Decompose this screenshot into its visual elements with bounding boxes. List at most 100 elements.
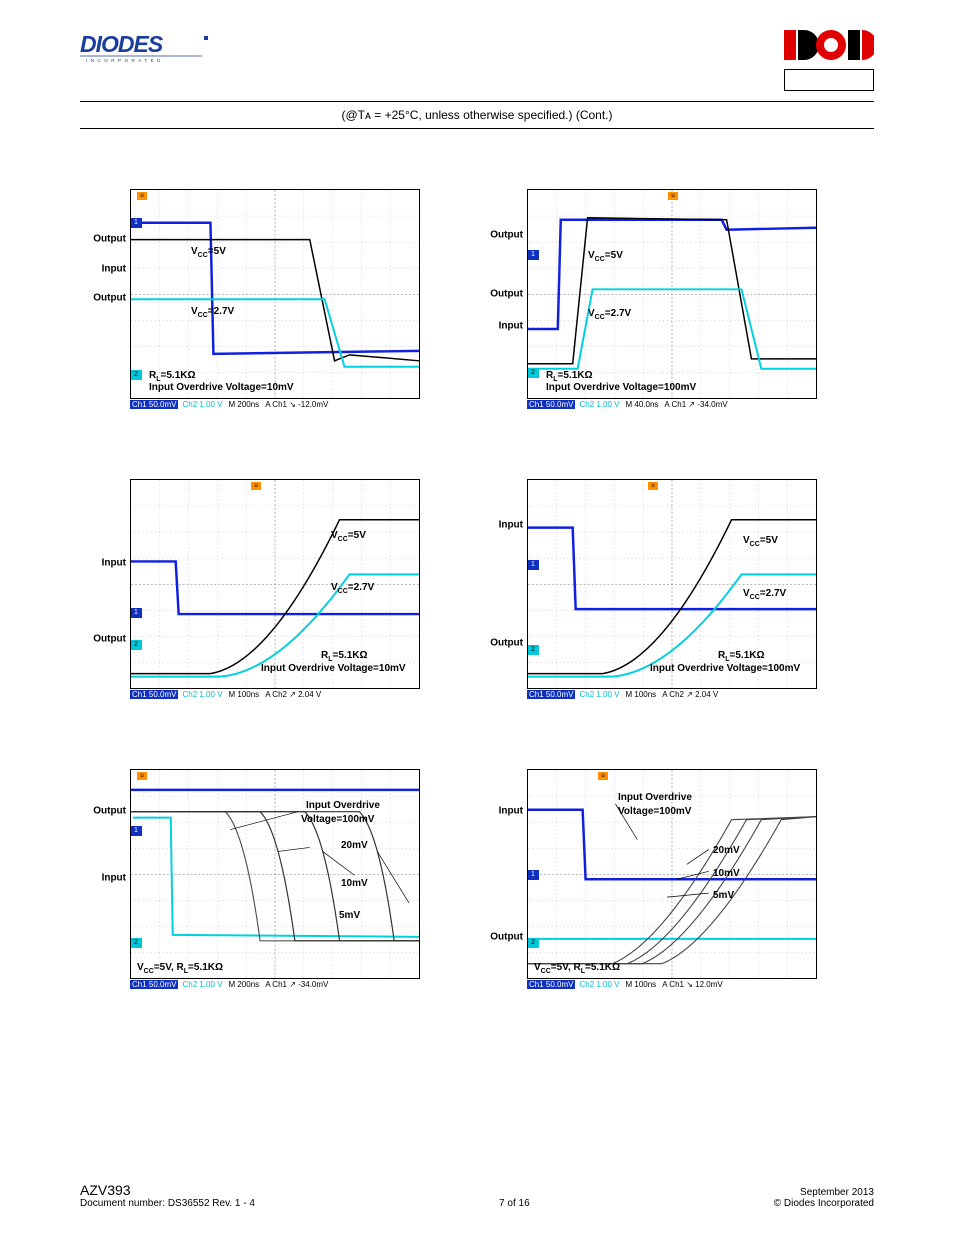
page-number: 7 of 16 [499, 1198, 530, 1209]
y-axis-labels: OutputInputOutput [86, 189, 126, 399]
footer-copyright: © Diodes Incorporated [774, 1198, 874, 1209]
doc-number: Document number: DS36552 Rev. 1 - 4 [80, 1198, 255, 1209]
plot-annotation: 5mV [713, 890, 734, 901]
axis-label: Output [93, 633, 126, 644]
trigger-marker: u [668, 192, 678, 200]
trigger-readout: A Ch1 ↘ 12.0mV [660, 980, 725, 989]
oscilloscope-plot: OutputInputu12Input OverdriveVoltage=100… [130, 769, 420, 989]
scope-status-bar: Ch1 50.0mV Ch2 1.00 V M 100ns A Ch1 ↘ 12… [527, 980, 817, 989]
plot-annotation: VCC=2.7V [331, 582, 374, 595]
channel-marker: 1 [130, 218, 142, 228]
plot-annotation: Input Overdrive [306, 800, 380, 811]
trigger-readout: A Ch1 ↗ -34.0mV [263, 980, 330, 989]
channel-marker: 1 [527, 250, 539, 260]
ch2-readout: Ch2 1.00 V [577, 400, 621, 409]
scope-status-bar: Ch1 50.0mV Ch2 1.00 V M 200ns A Ch1 ↘ -1… [130, 400, 420, 409]
channel-marker: 2 [527, 938, 539, 948]
y-axis-labels: Output Output Input [483, 189, 523, 399]
scope-screen: u 1 2 VCC=5V VCC=2.7V RL=5.1KΩInput Overdrive… [130, 479, 420, 689]
diodes-logo: DIODES INCORPORATED [80, 30, 220, 72]
channel-marker: 2 [527, 368, 539, 378]
ch1-readout: Ch1 50.0mV [527, 690, 575, 699]
axis-label: Output [490, 932, 523, 943]
plot-annotation: VCC=5V [588, 250, 623, 263]
axis-label: Output [490, 230, 523, 241]
y-axis-labels: InputOutput [86, 479, 126, 689]
trigger-readout: A Ch1 ↘ -12.0mV [263, 400, 330, 409]
ch2-readout: Ch2 1.00 V [577, 690, 621, 699]
trigger-marker: u [598, 772, 608, 780]
plot-annotation: VCC=2.7V [588, 308, 631, 321]
ch1-readout: Ch1 50.0mV [527, 400, 575, 409]
axis-label: Output [490, 637, 523, 648]
plot-annotation: VCC=5V, RL=5.1KΩ [137, 962, 223, 975]
plot-annotation: VCC=2.7V [743, 588, 786, 601]
y-axis-labels: Input Output [483, 479, 523, 689]
plot-annotation: RL=5.1KΩ [321, 650, 368, 663]
bcd-logo [784, 30, 874, 91]
axis-label: Input [499, 320, 523, 331]
scope-screen: u12Input OverdriveVoltage=100mV20mV10mV5… [527, 769, 817, 979]
plot-annotation: 10mV [341, 878, 368, 889]
timebase-readout: M 200ns [227, 980, 262, 989]
timebase-readout: M 100ns [624, 690, 659, 699]
channel-marker: 1 [130, 826, 142, 836]
oscilloscope-plot: OutputOutputInputu12VCC=5VVCC=2.7VRL=5.1… [527, 189, 817, 409]
axis-label: Output [93, 806, 126, 817]
plot-annotation: VCC=5V [191, 246, 226, 259]
plot-annotation: 20mV [341, 840, 368, 851]
oscilloscope-plot: OutputInputOutputu12VCC=5VVCC=2.7VRL=5.1… [130, 189, 420, 409]
y-axis-labels: Input Output [483, 769, 523, 979]
timebase-readout: M 40.0ns [624, 400, 661, 409]
channel-marker: 2 [527, 645, 539, 655]
y-axis-labels: Output Input [86, 769, 126, 979]
footer-date: September 2013 [774, 1187, 874, 1198]
ch2-readout: Ch2 1.00 V [180, 400, 224, 409]
scope-status-bar: Ch1 50.0mV Ch2 1.00 V M 100ns A Ch2 ↗ 2.… [527, 690, 817, 699]
plot-annotation: VCC=5V, RL=5.1KΩ [534, 962, 620, 975]
channel-marker: 1 [527, 560, 539, 570]
axis-label: Output [490, 289, 523, 300]
product-name: AZV393 [80, 1182, 255, 1198]
section-subtitle: (@Tᴀ = +25°C, unless otherwise specified… [80, 102, 874, 129]
scope-status-bar: Ch1 50.0mV Ch2 1.00 V M 100ns A Ch2 ↗ 2.… [130, 690, 420, 699]
trigger-marker: u [251, 482, 261, 490]
ch2-readout: Ch2 1.00 V [180, 690, 224, 699]
ch1-readout: Ch1 50.0mV [130, 980, 178, 989]
scope-status-bar: Ch1 50.0mV Ch2 1.00 V M 200ns A Ch1 ↗ -3… [130, 980, 420, 989]
channel-marker: 2 [130, 640, 142, 650]
scope-screen: u12VCC=5VVCC=2.7VRL=5.1KΩInput Overdrive… [130, 189, 420, 399]
axis-label: Output [93, 234, 126, 245]
axis-label: Input [499, 520, 523, 531]
plot-annotation: Input Overdrive Voltage=10mV [261, 663, 406, 674]
svg-text:DIODES: DIODES [80, 31, 164, 57]
axis-label: Input [102, 873, 126, 884]
plot-annotation: Input Overdrive Voltage=100mV [650, 663, 800, 674]
plot-annotation: Voltage=100mV [301, 814, 374, 825]
axis-label: Output [93, 293, 126, 304]
trigger-readout: A Ch2 ↗ 2.04 V [660, 690, 720, 699]
timebase-readout: M 200ns [227, 400, 262, 409]
ch1-readout: Ch1 50.0mV [130, 690, 178, 699]
axis-label: Input [499, 806, 523, 817]
plot-annotation: Input Overdrive [618, 792, 692, 803]
plot-annotation: VCC=5V [331, 530, 366, 543]
plot-annotation: Input Overdrive Voltage=100mV [546, 382, 696, 393]
scope-screen: u 1 2 Input Overdrive Voltage=100mV 20mV 10mV 5… [130, 769, 420, 979]
scope-status-bar: Ch1 50.0mV Ch2 1.00 V M 40.0ns A Ch1 ↗ -… [527, 400, 817, 409]
plot-annotation: RL=5.1KΩ [718, 650, 765, 663]
channel-marker: 1 [130, 608, 142, 618]
timebase-readout: M 100ns [227, 690, 262, 699]
plot-annotation: Input Overdrive Voltage=10mV [149, 382, 294, 393]
plot-annotation: 5mV [339, 910, 360, 921]
scope-screen: u12VCC=5VVCC=2.7VRL=5.1KΩInput Overdrive… [527, 479, 817, 689]
timebase-readout: M 100ns [624, 980, 659, 989]
channel-marker: 1 [527, 870, 539, 880]
ch1-readout: Ch1 50.0mV [527, 980, 575, 989]
plot-annotation: VCC=5V [743, 535, 778, 548]
channel-marker: 2 [130, 938, 142, 948]
scope-grid: OutputInputOutputu12VCC=5VVCC=2.7VRL=5.1… [0, 159, 954, 989]
svg-text:INCORPORATED: INCORPORATED [86, 58, 164, 63]
trigger-marker: u [137, 772, 147, 780]
page-footer: AZV393 Document number: DS36552 Rev. 1 -… [80, 1182, 874, 1209]
